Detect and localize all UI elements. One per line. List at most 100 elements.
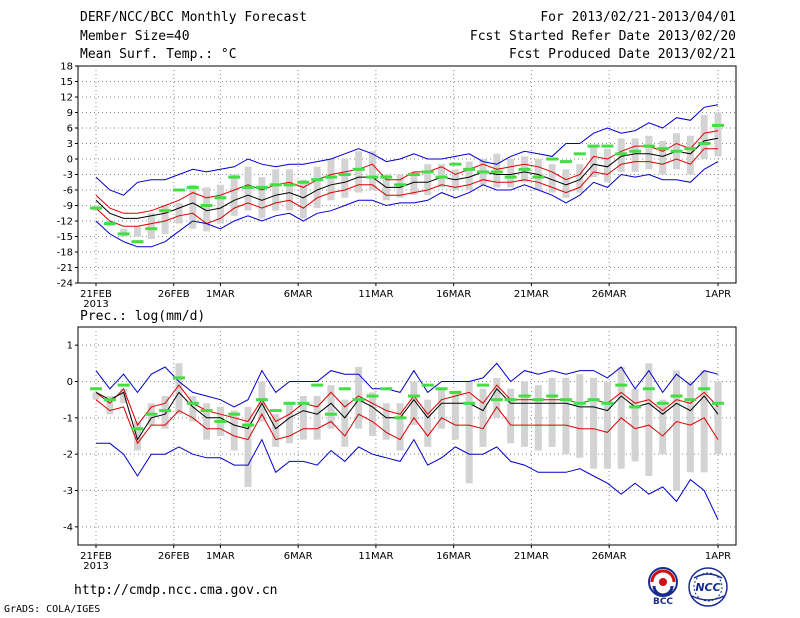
ensemble-box: [686, 135, 694, 175]
observed-marker: [573, 152, 586, 156]
x-tick-label: 16MAR: [436, 551, 471, 562]
observed-marker: [352, 167, 365, 171]
observed-marker: [228, 175, 241, 179]
ensemble-box: [562, 377, 570, 455]
observed-marker: [449, 390, 462, 394]
y-tick-label: 0: [67, 377, 73, 388]
observed-marker: [255, 185, 268, 189]
ensemble-box: [341, 399, 349, 447]
bcc-logo-text: BCC: [653, 597, 673, 606]
y-tick-label: -12: [57, 217, 73, 228]
ensemble-box: [189, 396, 197, 422]
observed-marker: [145, 227, 158, 231]
ensemble-box: [286, 169, 294, 211]
ensemble-box: [92, 392, 100, 400]
observed-marker: [394, 183, 407, 187]
observed-marker: [490, 398, 503, 402]
ensemble-box: [714, 112, 722, 157]
ensemble-box: [520, 381, 528, 447]
ensemble-box: [216, 184, 224, 224]
series-ensemble-max: [95, 104, 719, 196]
observed-marker: [200, 204, 213, 207]
ensemble-box: [120, 388, 128, 404]
ensemble-box: [507, 159, 515, 188]
y-tick-label: -18: [57, 248, 73, 259]
chart-title: DERF/NCC/BCC Monthly Forecast: [80, 10, 307, 25]
y-tick-label: 15: [60, 77, 73, 88]
observed-marker: [242, 423, 255, 427]
series-ensemble-max: [95, 362, 719, 408]
observed-marker: [518, 167, 531, 171]
observed-marker: [324, 412, 337, 416]
observed-marker: [532, 398, 545, 402]
observed-marker: [283, 401, 296, 405]
observed-marker: [435, 175, 448, 179]
observed-marker: [629, 149, 642, 153]
observed-marker: [200, 409, 213, 413]
grads-credit: GrADS: COLA/IGES: [4, 604, 101, 615]
ensemble-box: [424, 399, 432, 447]
observed-marker: [504, 398, 517, 402]
y-tick-label: -3: [63, 486, 73, 497]
ensemble-box: [161, 396, 169, 429]
observed-marker: [117, 232, 130, 236]
ensemble-box: [203, 187, 211, 232]
y-tick-label: 6: [67, 124, 73, 135]
ensemble-box: [603, 148, 611, 183]
series-upper: [95, 130, 719, 214]
source-url[interactable]: http://cmdp.ncc.cma.gov.cn: [74, 583, 278, 598]
observed-marker: [670, 149, 683, 153]
ensemble-box: [576, 164, 584, 193]
observed-marker: [186, 185, 199, 189]
ensemble-box: [562, 169, 570, 198]
ensemble-box: [700, 115, 708, 159]
bcc-logo: BCC: [648, 567, 678, 606]
x-tick-label: 26MAR: [592, 551, 627, 562]
observed-marker: [670, 394, 683, 398]
ensemble-box: [465, 381, 473, 484]
y-tick-label: 9: [67, 108, 73, 119]
observed-marker: [145, 412, 158, 416]
x-tick-label: 6MAR: [284, 551, 313, 562]
ensemble-box: [451, 392, 459, 440]
observed-marker: [366, 175, 379, 179]
ensemble-box: [175, 363, 183, 415]
ensemble-box: [327, 385, 335, 429]
observed-marker: [90, 206, 102, 210]
observed-marker: [559, 398, 572, 402]
observed-marker: [629, 405, 642, 409]
ensemble-box: [106, 396, 114, 415]
x-tick-label: 1MAR: [206, 551, 235, 562]
ensemble-box: [673, 370, 681, 491]
ensemble-box: [355, 366, 363, 429]
ensemble-box: [410, 381, 418, 426]
series-ensemble-min: [96, 438, 719, 520]
ncc-logo: NCC: [688, 567, 728, 607]
x-tick-label: 16MAR: [436, 289, 471, 300]
observed-marker: [712, 401, 724, 405]
series-ensemble-mean: [95, 387, 719, 441]
observed-marker: [186, 401, 199, 405]
y-tick-label: 0: [67, 155, 73, 166]
observed-marker: [283, 183, 296, 187]
observed-marker: [546, 157, 559, 161]
observed-marker: [269, 183, 282, 187]
ensemble-box: [299, 396, 307, 440]
ensemble-box: [244, 406, 252, 487]
y-tick-label: -9: [63, 201, 73, 212]
ensemble-box: [203, 403, 211, 440]
x-tick-label: 1APR: [705, 551, 731, 562]
observed-marker: [712, 123, 724, 127]
ensemble-box: [175, 202, 183, 224]
observed-marker: [421, 383, 434, 387]
plot-frame: [77, 326, 737, 546]
x-tick-label: 26FEB: [158, 551, 190, 562]
y-tick-label: -2: [63, 450, 73, 461]
ensemble-box: [286, 403, 294, 444]
ensemble-box: [272, 169, 280, 211]
observed-marker: [407, 173, 420, 176]
forecast-started-date: Fcst Started Refer Date 2013/02/20: [469, 29, 736, 44]
observed-marker: [407, 394, 420, 398]
y-tick-label: 1: [67, 341, 73, 352]
